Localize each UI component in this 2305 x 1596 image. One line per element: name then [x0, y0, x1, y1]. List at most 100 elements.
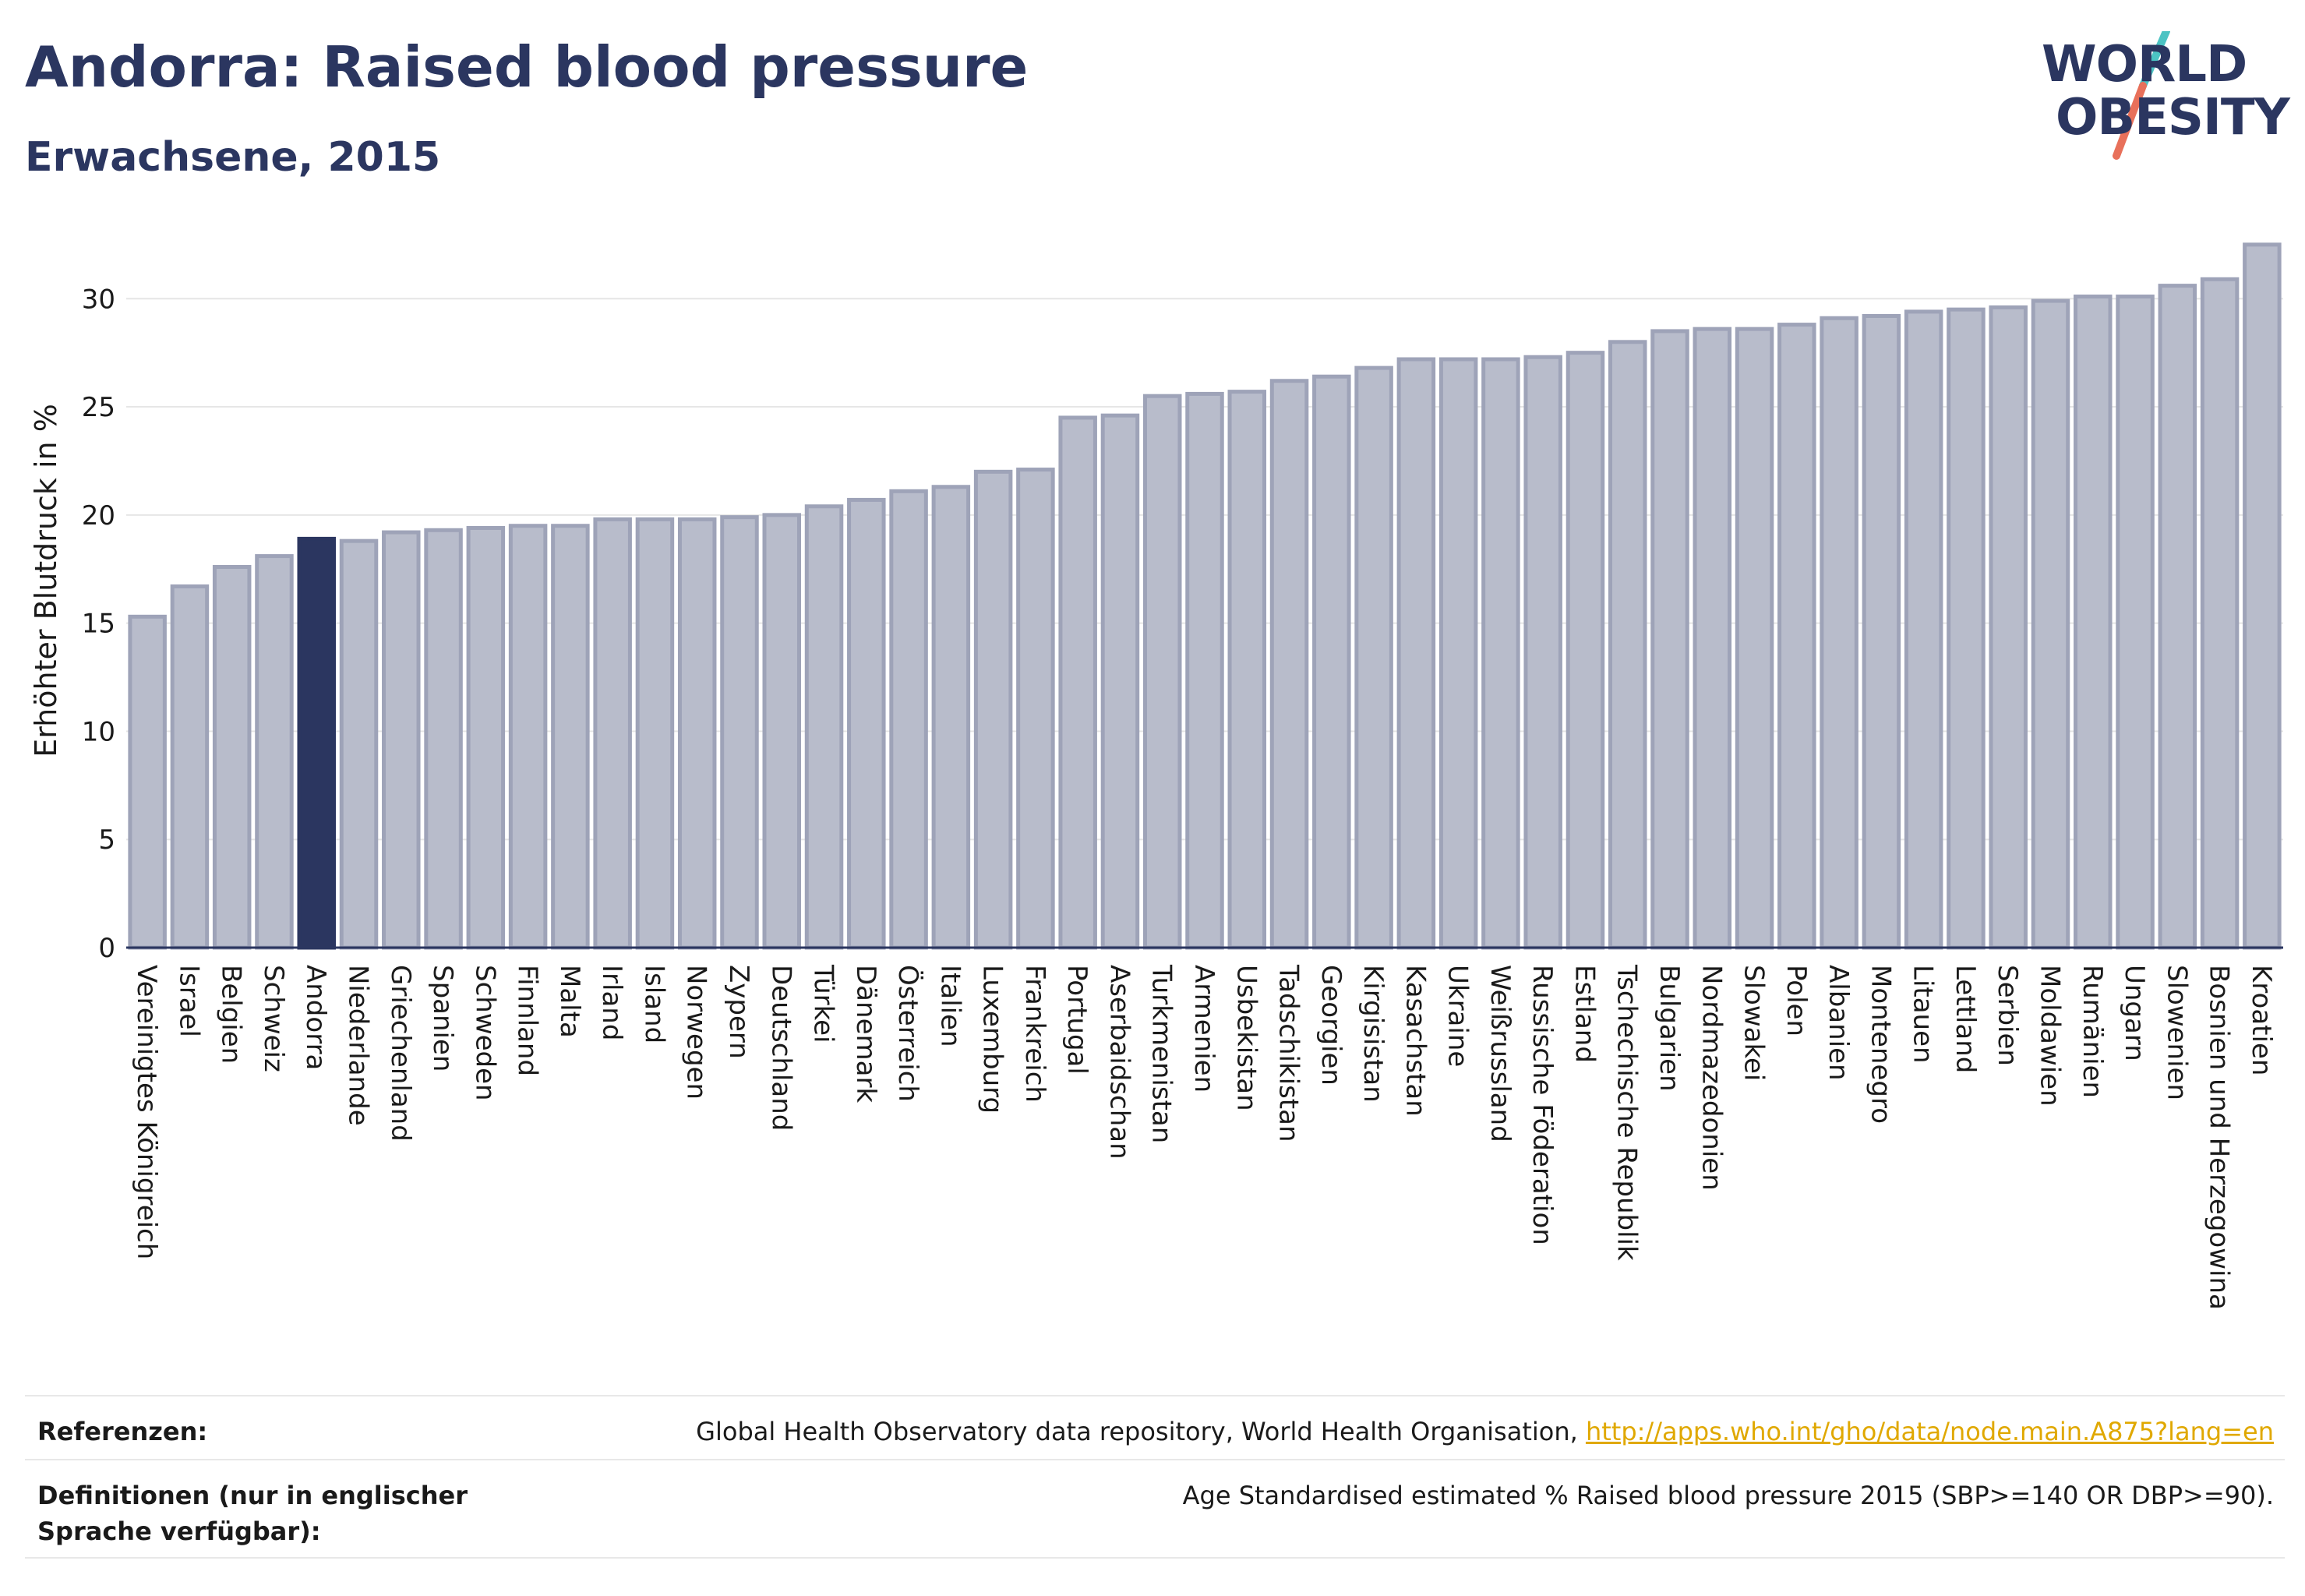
chart-title: Andorra: Raised blood pressure [25, 34, 1029, 100]
bar [1100, 413, 1140, 950]
bar [2158, 284, 2197, 950]
x-tick-label: Frankreich [1019, 965, 1050, 1103]
bar [1608, 340, 1647, 950]
x-tick-label: Aserbaidschan [1103, 965, 1135, 1160]
bar [2116, 294, 2155, 950]
x-tick-label: Island [638, 965, 669, 1043]
world-obesity-logo: WORLD OBESITY [2034, 31, 2290, 164]
x-tick-label: Tschechische Republik [1611, 964, 1643, 1261]
chart-subtitle: Erwachsene, 2015 [25, 134, 441, 181]
references-label: Referenzen: [37, 1417, 208, 1446]
bar [1312, 374, 1351, 950]
x-tick-label: Malta [554, 965, 585, 1038]
x-tick-label: Nordmazedonien [1696, 965, 1727, 1191]
x-tick-label: Kirgisistan [1357, 965, 1389, 1103]
bar [1947, 307, 1986, 950]
bar [382, 530, 421, 950]
bar [424, 528, 463, 950]
x-tick-label: Turkmenistan [1146, 964, 1177, 1143]
bar [1016, 468, 1055, 950]
y-tick-label: 15 [82, 609, 115, 640]
bar [1396, 357, 1436, 950]
bar [339, 538, 379, 950]
bar [170, 584, 210, 950]
x-tick-label: Finnland [512, 965, 543, 1076]
x-tick-label: Polen [1781, 965, 1812, 1036]
references-source: Global Health Observatory data repositor… [696, 1417, 1586, 1446]
x-tick-label: Irland [596, 965, 627, 1040]
x-tick-label: Weißrussland [1484, 965, 1516, 1142]
bar [255, 554, 294, 950]
x-tick-label: Kasachstan [1400, 965, 1431, 1117]
bar-chart: 0 5 10 15 20 25 30 Vereinigtes Königreich Israe… [29, 242, 2283, 1310]
x-tick-label: Luxemburg [977, 965, 1008, 1114]
x-tick-label: Serbien [1992, 965, 2023, 1066]
x-tick-label: Georgien [1315, 965, 1347, 1086]
bar [1227, 390, 1267, 950]
x-tick-label: Andorra [300, 965, 331, 1070]
y-tick-label: 20 [82, 500, 115, 531]
x-tick-label: Bosnien und Herzegowina [2204, 965, 2235, 1310]
bar [1269, 379, 1309, 950]
references-text: Global Health Observatory data repositor… [696, 1417, 2274, 1446]
x-tick-labels: Vereinigtes Königreich Israel Belgien Schwe… [131, 964, 2277, 1310]
y-tick-label: 30 [82, 284, 115, 315]
bar [1481, 357, 1520, 950]
bar-highlighted [297, 536, 336, 950]
x-tick-label: Bulgarien [1654, 965, 1685, 1092]
bar [2243, 242, 2282, 950]
y-tick-label: 10 [82, 716, 115, 747]
bar [889, 489, 928, 950]
x-tick-label: Belgien [216, 965, 247, 1064]
bar [508, 524, 548, 950]
bar [128, 614, 167, 950]
definitions-text: Age Standardised estimated % Raised bloo… [1182, 1481, 2274, 1510]
x-tick-label: Zypern [723, 965, 754, 1059]
x-tick-label: Albanien [1823, 965, 1854, 1081]
x-tick-label: Montenegro [1865, 965, 1896, 1124]
bar [593, 517, 632, 950]
x-tick-label: Ungarn [2119, 965, 2150, 1061]
bar [973, 469, 1013, 950]
x-tick-label: Russische Föderation [1527, 965, 1558, 1245]
x-tick-label: Norwegen [681, 965, 712, 1100]
x-tick-label: Portugal [1061, 965, 1092, 1075]
x-tick-label: Österreich [892, 965, 924, 1102]
bar [1735, 327, 1774, 950]
x-tick-label: Moldawien [2034, 965, 2065, 1107]
y-tick-label: 0 [98, 933, 115, 964]
bar [1185, 391, 1224, 950]
x-tick-label: Lettland [1950, 965, 1981, 1073]
bar [212, 564, 252, 950]
bar [677, 517, 717, 950]
logo-line2: OBESITY [2056, 89, 2290, 147]
x-tick-label: Ukraine [1442, 965, 1474, 1067]
y-tick-labels: 0 5 10 15 20 25 30 [82, 284, 115, 964]
references-link[interactable]: http://apps.who.int/gho/data/node.main.A… [1585, 1417, 2274, 1446]
x-tick-label: Italien [934, 965, 965, 1047]
bar [1777, 323, 1816, 950]
x-tick-label: Slowenien [2161, 965, 2192, 1100]
bar [762, 513, 802, 950]
x-tick-label: Schweden [469, 965, 500, 1101]
x-tick-label: Schweiz [258, 965, 289, 1072]
logo-line1: WORLD [2042, 36, 2247, 94]
bar [2200, 277, 2240, 950]
x-tick-label: Litauen [1908, 965, 1939, 1064]
y-tick-label: 5 [98, 824, 115, 856]
bar [2031, 298, 2070, 950]
bar [1820, 316, 1858, 950]
bar [466, 526, 506, 950]
bar [1058, 415, 1097, 950]
footer-divider-middle [25, 1459, 2285, 1460]
logo-slash-icon [2113, 31, 2170, 160]
bar [1989, 305, 2028, 950]
y-axis-label: Erhöhter Blutdruck in % [29, 404, 63, 757]
bar [635, 517, 675, 950]
bar [720, 515, 759, 950]
bar [1354, 365, 1393, 950]
bar [1565, 351, 1605, 950]
bar [2074, 294, 2113, 950]
y-tick-label: 25 [82, 392, 115, 423]
x-tick-label: Vereinigtes Königreich [131, 965, 162, 1259]
